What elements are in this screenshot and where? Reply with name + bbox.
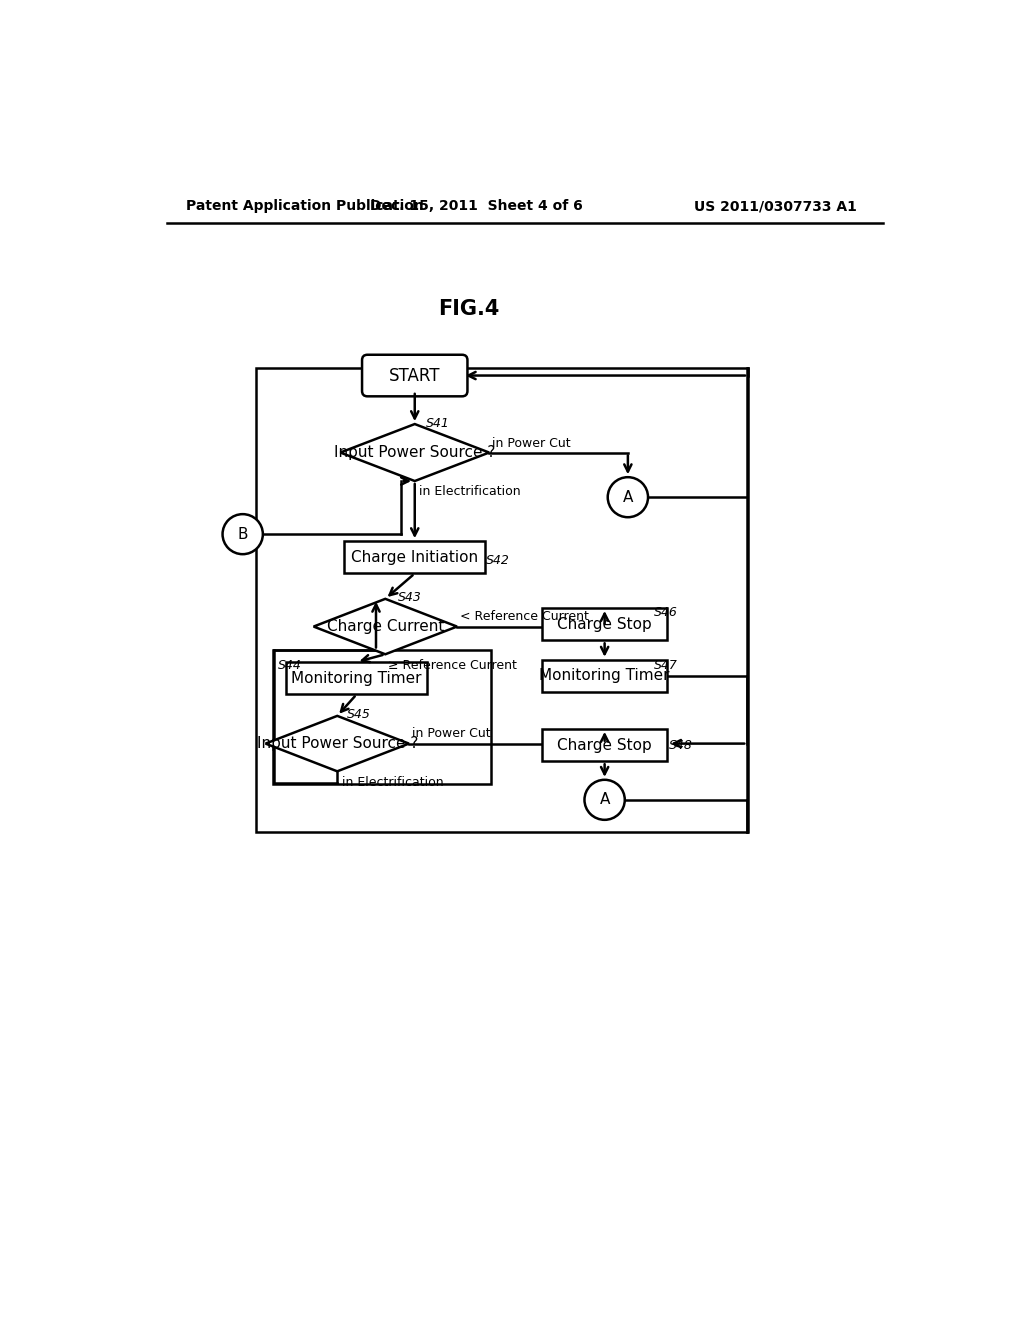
Text: ≥ Reference Current: ≥ Reference Current <box>388 659 517 672</box>
Circle shape <box>607 478 648 517</box>
Text: A: A <box>599 792 610 808</box>
Text: S48: S48 <box>669 739 693 751</box>
Text: Charge Initiation: Charge Initiation <box>351 549 478 565</box>
Text: Charge Current: Charge Current <box>327 619 444 634</box>
Text: S45: S45 <box>346 708 371 721</box>
Text: Patent Application Publication: Patent Application Publication <box>186 199 424 213</box>
Text: Charge Stop: Charge Stop <box>557 616 652 632</box>
Text: in Electrification: in Electrification <box>342 776 443 788</box>
Bar <box>286 663 427 694</box>
Text: S47: S47 <box>653 659 677 672</box>
Circle shape <box>585 780 625 820</box>
Bar <box>542 609 668 640</box>
Bar <box>273 649 490 784</box>
Text: START: START <box>389 367 440 384</box>
Text: in Power Cut: in Power Cut <box>412 727 490 741</box>
Text: S43: S43 <box>397 591 422 603</box>
Text: in Electrification: in Electrification <box>420 484 521 498</box>
Text: FIG.4: FIG.4 <box>438 298 500 318</box>
Polygon shape <box>313 599 457 655</box>
Text: A: A <box>623 490 633 504</box>
Polygon shape <box>340 424 489 480</box>
Text: S41: S41 <box>426 417 451 430</box>
Text: Monitoring Timer: Monitoring Timer <box>540 668 670 684</box>
Text: Input Power Source ?: Input Power Source ? <box>257 737 418 751</box>
Bar <box>256 368 748 832</box>
Bar <box>542 660 668 692</box>
Bar <box>542 729 668 762</box>
Text: Input Power Source ?: Input Power Source ? <box>334 445 496 461</box>
Text: US 2011/0307733 A1: US 2011/0307733 A1 <box>693 199 856 213</box>
Polygon shape <box>265 715 409 771</box>
Text: S46: S46 <box>653 606 677 619</box>
FancyBboxPatch shape <box>362 355 467 396</box>
Text: S42: S42 <box>486 554 510 566</box>
Text: Charge Stop: Charge Stop <box>557 738 652 752</box>
Text: B: B <box>238 527 248 541</box>
Bar <box>344 541 485 573</box>
Text: S44: S44 <box>279 659 302 672</box>
Text: in Power Cut: in Power Cut <box>493 437 570 450</box>
Text: Dec. 15, 2011  Sheet 4 of 6: Dec. 15, 2011 Sheet 4 of 6 <box>371 199 583 213</box>
Circle shape <box>222 515 263 554</box>
Text: Monitoring Timer: Monitoring Timer <box>292 671 422 685</box>
Text: < Reference Current: < Reference Current <box>460 610 589 623</box>
